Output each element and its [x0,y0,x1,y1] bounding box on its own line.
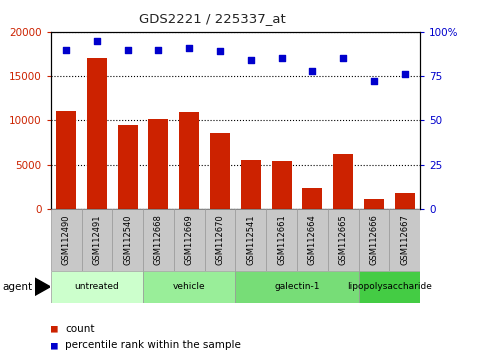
Bar [266,209,297,271]
Bar [210,133,230,209]
Point [62,47,70,52]
Text: agent: agent [2,282,32,292]
Point [124,47,131,52]
Bar [271,161,292,209]
Text: GSM112669: GSM112669 [185,215,194,265]
Text: GSM112665: GSM112665 [339,215,348,265]
Text: GSM112664: GSM112664 [308,215,317,265]
Bar [364,199,384,209]
Point [247,57,255,63]
Bar [56,110,76,209]
Bar [328,209,358,271]
Polygon shape [35,278,50,295]
Text: GSM112540: GSM112540 [123,215,132,265]
Point [155,47,162,52]
Bar [118,125,138,209]
Bar [143,271,236,303]
Bar [297,209,328,271]
Bar [389,209,420,271]
Bar [51,271,143,303]
Text: GSM112541: GSM112541 [246,215,256,265]
Bar [87,57,107,209]
Bar [174,209,205,271]
Text: GSM112661: GSM112661 [277,215,286,265]
Text: GSM112490: GSM112490 [62,215,71,265]
Text: untreated: untreated [74,282,119,291]
Bar [333,154,353,209]
Point [93,38,101,44]
Text: vehicle: vehicle [173,282,206,291]
Point [340,56,347,61]
Point [401,72,409,77]
Bar [82,209,112,271]
Text: GSM112491: GSM112491 [92,215,101,265]
Text: ■: ■ [51,324,57,333]
Text: percentile rank within the sample: percentile rank within the sample [65,340,241,350]
Bar [236,271,358,303]
Text: ■: ■ [51,340,57,350]
Point [278,56,285,61]
Bar [358,271,420,303]
Bar [51,209,82,271]
Bar [358,209,389,271]
Bar [143,209,174,271]
Bar [236,209,266,271]
Point [309,68,316,74]
Point [216,48,224,54]
Text: GSM112670: GSM112670 [215,215,225,265]
Text: GSM112668: GSM112668 [154,215,163,265]
Bar [179,112,199,209]
Bar [205,209,236,271]
Text: GSM112667: GSM112667 [400,215,409,265]
Bar [302,188,323,209]
Bar [112,209,143,271]
Point [185,45,193,51]
Bar [148,119,169,209]
Point [370,79,378,84]
Text: count: count [65,324,95,333]
Text: GDS2221 / 225337_at: GDS2221 / 225337_at [139,12,286,25]
Text: GSM112666: GSM112666 [369,215,379,265]
Bar [395,193,415,209]
Text: galectin-1: galectin-1 [274,282,320,291]
Text: lipopolysaccharide: lipopolysaccharide [347,282,432,291]
Bar [241,160,261,209]
